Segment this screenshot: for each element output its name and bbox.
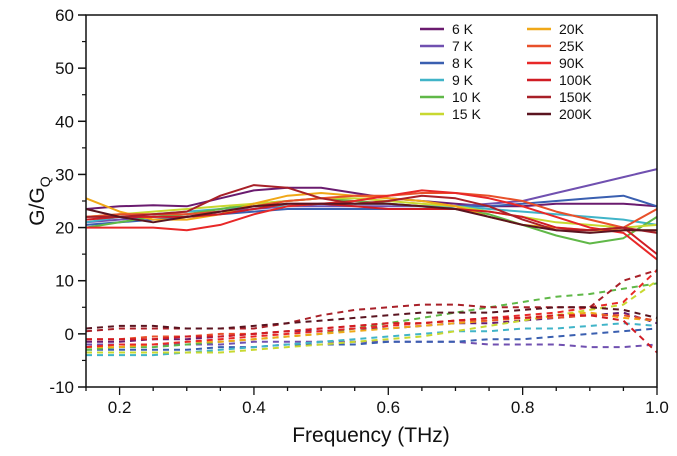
legend-label-6k: 6 K — [452, 21, 474, 37]
legend: 6 K7 K8 K9 K10 K15 K 20K25K90K100K150K200… — [420, 21, 592, 122]
y-axis-label: G/GQ — [26, 176, 53, 226]
y-axis-label-subscript: Q — [37, 176, 53, 187]
y-tick-label: 60 — [55, 6, 74, 25]
x-axis-label: Frequency (THz) — [292, 424, 450, 447]
legend-label-10k: 10 K — [452, 89, 481, 105]
legend-label-100k: 100K — [559, 72, 592, 88]
series-line-imag-150k — [85, 269, 658, 333]
series-layer — [85, 168, 658, 357]
series-line-real-90k — [86, 189, 658, 261]
series-line-imag-200k — [85, 306, 658, 330]
legend-label-8k: 8 K — [452, 55, 474, 71]
y-tick-label: 20 — [55, 219, 74, 238]
legend-label-25k: 25K — [559, 38, 585, 54]
series-line-imag-20k — [86, 311, 658, 349]
y-tick-label: 50 — [55, 59, 74, 78]
legend-label-150k: 150K — [559, 89, 592, 105]
series-line-imag-100k — [86, 314, 658, 354]
legend-label-20k: 20K — [559, 21, 585, 37]
series-line-imag-8k — [86, 327, 658, 351]
legend-label-200k: 200K — [559, 106, 592, 122]
x-tick-label: 1.0 — [645, 398, 669, 417]
y-tick-label: -10 — [49, 378, 74, 397]
series-line-real-200k — [85, 202, 657, 234]
y-tick-label: 10 — [55, 272, 74, 291]
x-tick-label: 0.8 — [511, 398, 535, 417]
x-tick-label: 0.2 — [108, 398, 132, 417]
series-line-imag-7k — [86, 340, 658, 349]
y-axis-label-main: G/G — [26, 187, 49, 226]
series-line-real-25k — [85, 192, 658, 229]
legend-label-90k: 90K — [559, 55, 585, 71]
legend-label-15k: 15 K — [452, 106, 481, 122]
axis-layer: -10 0 10 20 30 40 50 60 0.2 0.4 0.6 0.8 1.0 — [49, 6, 668, 417]
legend-label-9k: 9 K — [452, 72, 474, 88]
y-tick-label: 0 — [65, 325, 74, 344]
y-tick-label: 30 — [55, 165, 74, 184]
y-tick-label: 40 — [55, 112, 74, 131]
series-line-imag-10k — [85, 282, 658, 351]
legend-label-7k: 7 K — [452, 38, 474, 54]
series-line-imag-90k — [85, 269, 658, 349]
x-tick-label: 0.6 — [376, 398, 400, 417]
series-line-imag-9k — [86, 322, 658, 357]
x-tick-label: 0.4 — [242, 398, 266, 417]
series-line-real-15k — [85, 197, 658, 229]
